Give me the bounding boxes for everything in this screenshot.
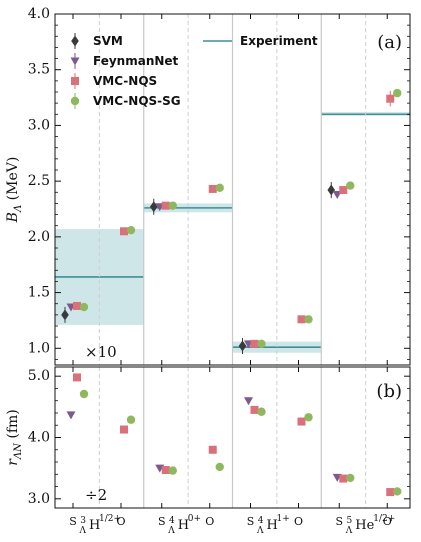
marker-vmc-nqs: [73, 301, 81, 310]
y-tick-label: 1.0: [28, 340, 50, 356]
nucleus-lambda: Λ: [79, 526, 87, 536]
x-tick-label-s: S: [247, 515, 255, 528]
x-tick-label-s: S: [335, 515, 343, 528]
legend-label: VMC-NQS: [93, 74, 157, 88]
marker-vmc-nqs-sg-shifted: [304, 413, 313, 422]
panel-label: (a): [377, 32, 402, 53]
marker-vmc-nqs-shifted: [297, 315, 306, 324]
panel-b: 3.0 4.0 5.0 rΛN (fm) (b) ÷2: [5, 366, 411, 509]
marker-vmc-nqs-sg-shifted: [126, 415, 136, 424]
nucleus-symbol: He: [355, 518, 374, 533]
nucleus-spin-parity: 1+: [277, 514, 290, 524]
plot-frame: [54, 13, 411, 366]
nucleus-mass-number: 4: [258, 516, 264, 526]
x-tick-label-o: O: [205, 515, 214, 528]
marker-vmc-nqs-shifted: [386, 488, 395, 497]
y-tick-label: 4.0: [28, 430, 50, 446]
panel-annotation: ÷2: [85, 486, 107, 504]
legend-label: SVM: [93, 34, 123, 48]
panel-a: 1.0 1.5 2.0 2.5 3.0 3.5 4.0 BΛ (MeV) (a) ×10: [5, 6, 411, 366]
marker-vmc-nqs-sg: [79, 389, 89, 399]
marker-vmc-nqs-sg: [257, 339, 266, 349]
marker-vmc-nqs: [73, 373, 81, 382]
marker-vmc-nqs-sg-shifted: [126, 225, 136, 235]
panel-label: (b): [376, 381, 402, 402]
marker-vmc-nqs-sg: [79, 302, 89, 312]
marker-vmc-nqs: [339, 474, 348, 483]
legend-label: Experiment: [240, 34, 318, 48]
y-tick-label: 3.5: [28, 62, 50, 78]
marker-vmc-nqs-sg-shifted: [393, 487, 402, 496]
nucleus-lambda: Λ: [345, 526, 353, 536]
y-axis-label: BΛ (MeV): [5, 157, 24, 224]
y-tick-label: 4.0: [28, 6, 50, 22]
y-tick-label: 1.5: [28, 285, 50, 301]
y-tick-label: 5.0: [28, 368, 50, 384]
marker-vmc-nqs-sg: [257, 407, 266, 416]
marker-vmc-nqs-sg: [346, 181, 355, 190]
x-tick-label-o: O: [294, 515, 303, 528]
y-tick-label: 2.0: [28, 229, 50, 245]
marker-vmc-nqs-shifted: [208, 445, 217, 454]
marker-vmc-nqs-shifted: [297, 417, 306, 426]
y-tick-label: 3.0: [28, 491, 50, 507]
marker-vmc-nqs-sg-shifted: [304, 315, 313, 324]
marker-vmc-nqs: [161, 201, 170, 210]
marker-vmc-nqs-shifted: [208, 184, 217, 193]
y-tick-label: 3.0: [28, 117, 50, 133]
marker-vmc-nqs-sg-shifted: [393, 88, 402, 98]
nucleus-mass-number: 3: [80, 516, 86, 526]
marker-vmc-nqs-sg: [168, 466, 177, 475]
x-tick-label-o: O: [116, 515, 125, 528]
panel-annotation: ×10: [85, 343, 117, 361]
marker-vmc-nqs-sg-shifted: [215, 183, 224, 193]
y-tick-label: 2.5: [28, 173, 50, 189]
marker-vmc-nqs: [339, 186, 348, 195]
nucleus-symbol: H: [89, 518, 100, 533]
x-tick-label-s: S: [158, 515, 166, 528]
marker-vmc-nqs: [161, 465, 170, 474]
marker-feynmannet: [244, 397, 253, 406]
nucleus-spin-parity: 0+: [188, 514, 201, 524]
legend-label: VMC-NQS-SG: [93, 94, 181, 108]
marker-vmc-nqs-sg: [168, 201, 177, 210]
nucleus-mass-number: 4: [169, 516, 175, 526]
nucleus-symbol: H: [178, 518, 189, 533]
x-tick-label-o: O: [383, 515, 392, 528]
x-axis: S 3Λ H1/2+O S 4Λ H0+ O S 4Λ H1+ O S 5Λ He1/2+O: [69, 514, 395, 536]
x-tick-label-s: S: [69, 515, 77, 528]
marker-vmc-nqs-shifted: [120, 425, 128, 434]
legend: SVM FeynmanNet VMC-NQS VMC-NQS-SG Experiment: [70, 33, 318, 109]
marker-vmc-nqs: [250, 405, 259, 414]
marker-feynmannet: [66, 411, 76, 420]
y-axis-label: rΛN (fm): [5, 409, 24, 466]
nucleus-spin-parity: 1/2+: [99, 514, 121, 524]
nucleus-lambda: Λ: [167, 526, 175, 536]
marker-vmc-nqs: [250, 339, 259, 348]
nucleus-spin-parity: 1/2+: [373, 514, 395, 524]
legend-label: FeynmanNet: [93, 54, 179, 68]
nucleus-symbol: H: [267, 518, 278, 533]
marker-vmc-nqs-sg-shifted: [215, 462, 224, 472]
marker-vmc-nqs-shifted: [120, 227, 128, 236]
nucleus-mass-number: 5: [347, 516, 353, 526]
marker-vmc-nqs-sg: [346, 473, 355, 483]
nucleus-lambda: Λ: [256, 526, 264, 536]
